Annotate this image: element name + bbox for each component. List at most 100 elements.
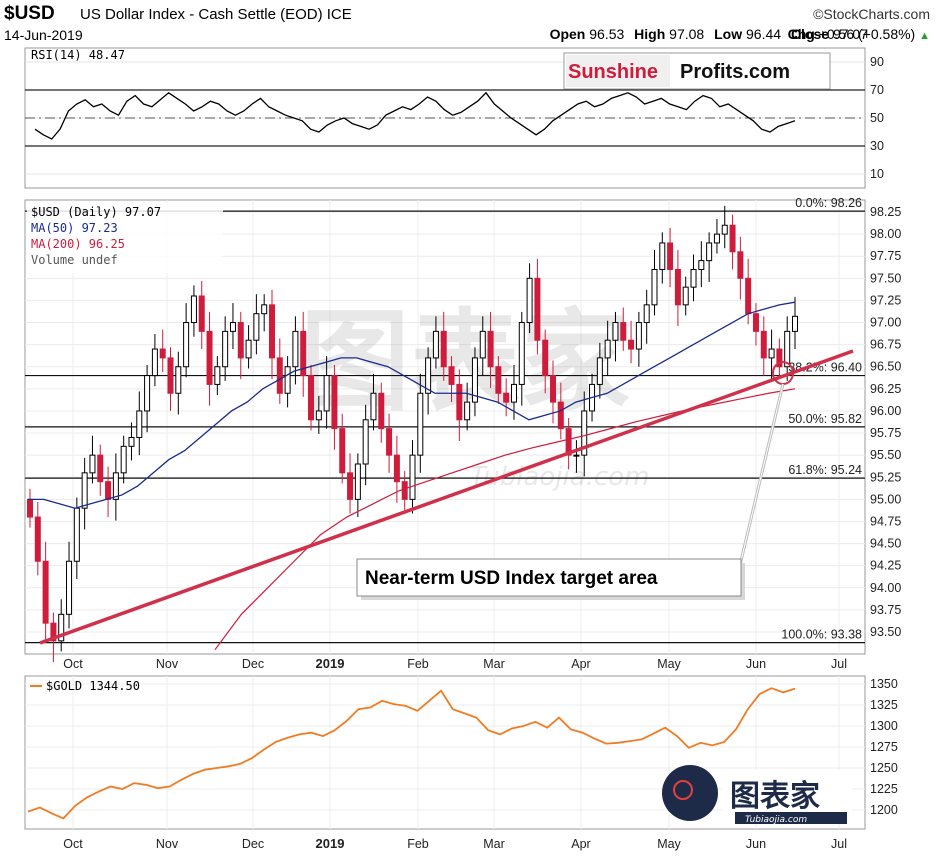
- logo-sunshine: Sunshine: [568, 61, 658, 83]
- tubiaojia-badge: 图表家 Tubiaojia.com: [662, 765, 852, 825]
- gold-tick-label: 1325: [870, 698, 898, 712]
- candle-body: [690, 268, 697, 288]
- candle-body: [292, 330, 299, 368]
- candle-body: [58, 613, 65, 642]
- candle-body: [784, 330, 791, 368]
- candle-body: [698, 260, 705, 270]
- low-value: 96.44: [746, 26, 782, 42]
- candle-body: [479, 330, 486, 359]
- chg-label: Chg: [787, 26, 815, 42]
- price-tick-label: 95.00: [870, 492, 901, 506]
- candle-body: [495, 366, 502, 394]
- candle-body: [565, 428, 572, 456]
- candle-body: [81, 472, 88, 509]
- logo-profits: Profits.com: [680, 61, 790, 83]
- candle-body: [440, 330, 447, 368]
- price-tick-label: 96.25: [870, 382, 901, 396]
- legend-usd: $USD (Daily) 97.07: [31, 205, 161, 219]
- candle-body: [167, 357, 174, 394]
- fib-label: 0.0%: 98.26: [795, 196, 862, 210]
- candle-body: [628, 339, 635, 350]
- price-tick-label: 94.00: [870, 581, 901, 595]
- candle-body: [768, 348, 775, 359]
- change-readout: Chg +0.56 (+0.58%) ▲: [788, 26, 930, 42]
- price-x-tick: Jul: [831, 657, 847, 671]
- rsi-tick-label: 50: [870, 111, 884, 125]
- price-tick-label: 95.75: [870, 426, 901, 440]
- candle-body: [284, 366, 291, 394]
- candle-body: [34, 516, 41, 562]
- candle-body: [386, 428, 393, 456]
- candle-body: [42, 560, 49, 624]
- gold-tick-label: 1300: [870, 719, 898, 733]
- candle-body: [105, 481, 112, 500]
- gold-x-tick: Dec: [242, 837, 264, 851]
- candle-body: [510, 383, 517, 403]
- candle-body: [214, 366, 221, 385]
- candle-body: [573, 454, 580, 457]
- close-label: Close: [790, 26, 830, 42]
- candle-body: [229, 322, 236, 332]
- candle-body: [729, 224, 736, 253]
- candle-body: [425, 357, 432, 394]
- candle-body: [198, 295, 205, 332]
- candle-body: [339, 428, 346, 474]
- candle-body: [331, 375, 338, 430]
- price-tick-label: 93.50: [870, 625, 901, 639]
- candle-body: [401, 481, 408, 500]
- candle-body: [471, 357, 478, 403]
- price-tick-label: 97.50: [870, 271, 901, 285]
- price-tick-label: 94.25: [870, 559, 901, 573]
- legend-ma50: MA(50) 97.23: [31, 221, 118, 235]
- up-arrow-icon: ▲: [919, 30, 930, 42]
- low-label: Low: [714, 26, 743, 42]
- price-x-tick: 2019: [316, 656, 345, 671]
- candle-body: [760, 330, 767, 359]
- candle-body: [503, 392, 510, 403]
- gold-tick-label: 1200: [870, 803, 898, 817]
- candle-body: [300, 330, 307, 377]
- candle-body: [667, 242, 674, 270]
- price-tick-label: 98.25: [870, 205, 901, 219]
- candle-body: [713, 233, 720, 244]
- rsi-legend: RSI(14) 48.47: [31, 48, 125, 62]
- candle-body: [550, 375, 557, 403]
- price-tick-label: 97.75: [870, 249, 901, 263]
- candle-body: [159, 348, 166, 359]
- badge-head-icon: [662, 765, 718, 821]
- brand-label[interactable]: ©StockCharts.com: [813, 6, 930, 22]
- candle-body: [674, 268, 681, 306]
- price-x-tick: Feb: [407, 657, 429, 671]
- candle-body: [97, 454, 104, 483]
- candle-body: [393, 454, 400, 483]
- price-legend-bg: [27, 203, 223, 273]
- candle-body: [596, 357, 603, 385]
- price-panel: 图表家 Tubiaojia.com 98.2598.0097.7597.5097…: [24, 52, 901, 663]
- candle-body: [518, 322, 525, 385]
- symbol-title: $USD: [4, 3, 55, 24]
- candle-body: [175, 366, 182, 394]
- candle-body: [50, 622, 57, 642]
- chart-header: $USD US Dollar Index - Cash Settle (EOD)…: [0, 0, 938, 48]
- price-tick-label: 96.00: [870, 404, 901, 418]
- candle-body: [745, 277, 752, 315]
- price-tick-label: 97.25: [870, 293, 901, 307]
- candle-body: [323, 375, 330, 412]
- candle-body: [659, 242, 666, 270]
- date-label: 14-Jun-2019: [4, 27, 83, 43]
- gold-x-tick: May: [657, 837, 681, 851]
- gold-x-tick: Mar: [483, 837, 505, 851]
- high-value: 97.08: [669, 26, 705, 42]
- price-tick-label: 96.75: [870, 338, 901, 352]
- open-value: 96.53: [589, 26, 625, 42]
- fib-label: 38.2%: 96.40: [788, 361, 862, 375]
- candle-body: [464, 401, 471, 421]
- candle-body: [268, 304, 275, 359]
- badge-site: Tubiaojia.com: [745, 815, 807, 825]
- candle-body: [776, 348, 783, 368]
- price-x-tick: Mar: [483, 657, 505, 671]
- price-tick-label: 94.50: [870, 537, 901, 551]
- gold-series-line: [27, 687, 796, 820]
- legend-ma200: MA(200) 96.25: [31, 237, 125, 251]
- gold-tick-label: 1350: [870, 677, 898, 691]
